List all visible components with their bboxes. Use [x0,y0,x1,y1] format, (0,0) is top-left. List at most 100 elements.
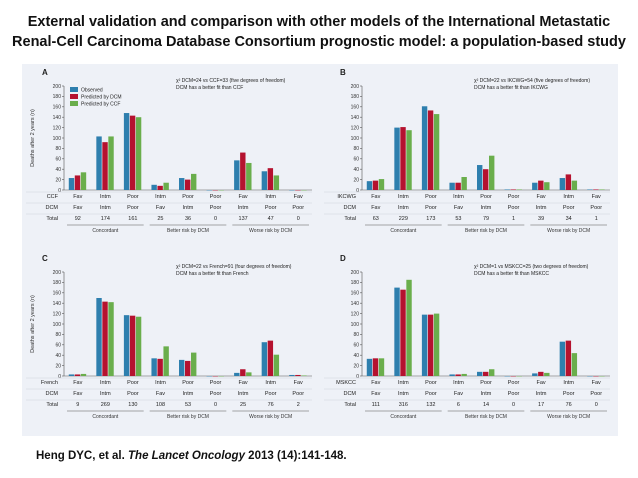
category-label-other: Intm [155,380,166,386]
bar-dcm [565,174,572,190]
bar-dcm [240,369,246,376]
total-label: 130 [128,402,137,408]
group-label: Concordant [390,414,416,420]
bar-dcm [427,110,434,190]
bar-observed [234,372,240,376]
chart-panel-a: A 0 20 40 60 80 100 120 140 160 180 200 Deaths after… [26,68,312,234]
bar-dcm [102,301,108,376]
bar-other [544,372,550,376]
y-tick-label: 40 [353,167,359,173]
category-label-dcm: Fav [73,391,82,397]
chi-square-annotation: χ² DCM=24 vs CCF=33 (five degrees of fre… [176,78,286,84]
chart-panel-b: B 0 20 40 60 80 100 120 140 160 180 200 IKCWG DCM Tota… [324,68,610,234]
fit-annotation: DCM has a better fit than CCF [176,85,243,91]
category-label-other: Intm [453,194,464,200]
total-label: 76 [566,402,572,408]
category-label-other: Fav [73,380,82,386]
bar-observed [394,127,400,190]
total-label: 25 [157,216,163,222]
bar-dcm [483,371,489,376]
row-label: Total [344,402,356,408]
bar-observed [421,314,428,376]
bar-dcm [267,340,274,376]
legend-swatch [70,101,78,106]
bar-dcm [129,315,136,376]
bar-dcm [295,374,301,376]
title-line-1: External validation and comparison with … [27,14,611,30]
y-tick-label: 80 [353,332,359,338]
total-label: 25 [240,402,246,408]
y-tick-label: 20 [55,177,61,183]
bar-observed [587,189,593,190]
y-tick-label: 180 [53,280,62,286]
category-label-other: Intm [563,194,574,200]
total-label: 0 [595,402,598,408]
panel-letter: C [42,254,48,263]
bar-dcm [455,374,461,376]
row-label: CCF [47,194,59,200]
category-label-dcm: Poor [210,391,222,397]
category-label-other: Poor [480,194,492,200]
y-tick-label: 200 [53,270,62,276]
title-line-2: Renal-Cell Carcinoma Database Consortium… [12,34,626,50]
panel-letter: A [42,68,48,77]
bar-dcm [157,185,163,190]
category-label-other: Intm [100,194,111,200]
category-label-dcm: Intm [481,205,492,211]
category-label-other: Poor [210,194,222,200]
category-label-other: Poor [127,380,139,386]
y-axis-label: Deaths after 2 years (n) [30,295,36,353]
y-tick-label: 100 [351,136,360,142]
row-label: DCM [45,205,58,211]
bar-observed [151,358,157,376]
group-label: Worse risk by DCM [547,228,590,234]
total-label: 79 [483,216,489,222]
citation-journal: The Lancet Oncology [128,450,245,462]
y-tick-label: 60 [55,343,61,349]
bar-dcm [185,360,191,376]
bar-observed [289,374,295,376]
bar-observed [449,374,455,376]
bar-dcm [565,340,572,376]
legend-label: Predicted by CCF [81,102,120,108]
bar-dcm [74,374,81,376]
row-label: IKCWG [337,194,356,200]
row-label: DCM [343,205,356,211]
fit-annotation: DCM has a better fit than French [176,271,249,277]
bar-dcm [129,115,136,190]
y-tick-label: 140 [351,301,360,307]
category-label-dcm: Intm [183,391,194,397]
y-tick-label: 120 [351,311,360,317]
group-label: Concordant [92,414,118,420]
bar-other [489,155,495,190]
y-tick-label: 0 [356,374,359,380]
y-tick-label: 160 [53,291,62,297]
bar-dcm [400,127,406,190]
category-label-dcm: Poor [590,205,602,211]
bar-observed [532,373,538,376]
bar-observed [96,298,102,376]
figure-panel [22,64,618,436]
bar-observed [421,106,428,190]
group-label: Better risk by DCM [167,228,209,234]
bar-other [461,177,467,190]
bar-observed [532,182,538,190]
y-tick-label: 200 [53,84,62,90]
group-label: Worse risk by DCM [249,414,292,420]
category-label-dcm: Intm [238,391,249,397]
y-tick-label: 120 [53,311,62,317]
group-label: Worse risk by DCM [249,228,292,234]
bar-other [163,182,169,190]
total-label: 108 [156,402,165,408]
y-tick-label: 60 [55,157,61,163]
bar-dcm [455,182,461,190]
category-label-dcm: Intm [100,391,111,397]
bar-observed [261,342,268,376]
chart-panel-d: D020406080100120140160180200MSKCCDCMTota… [324,254,610,420]
total-label: 0 [297,216,300,222]
category-label-other: Fav [239,194,248,200]
bar-other [461,373,467,376]
category-label-other: Intm [563,380,574,386]
bar-observed [68,178,75,190]
bar-observed [151,184,157,190]
